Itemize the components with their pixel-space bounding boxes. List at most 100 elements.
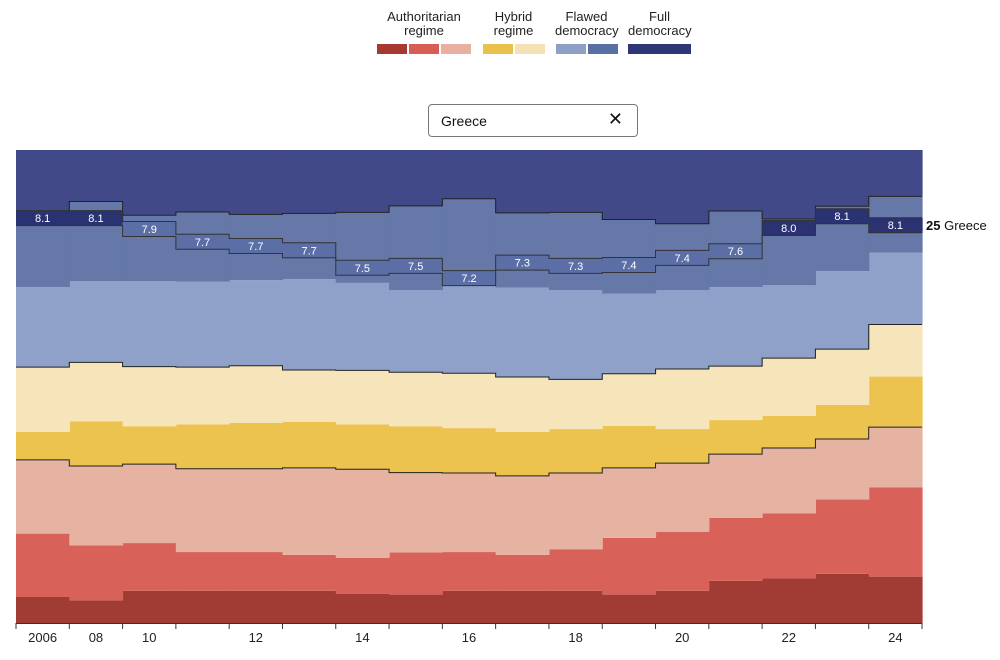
band-auth_dark-2015: [389, 594, 443, 623]
band-flawed_dark-2017: [495, 212, 550, 288]
band-auth_dark-2024: [868, 576, 923, 623]
band-hybrid_dark-2023: [815, 404, 870, 440]
band-flawed_light-2012: [229, 280, 284, 366]
x-tick-label: 16: [462, 630, 476, 645]
band-flawed_light-2017: [495, 287, 550, 378]
band-auth_mid-2006: [16, 533, 70, 597]
band-full-2021: [708, 150, 763, 212]
band-flawed_light-2011: [175, 281, 230, 368]
band-auth_light-2019: [602, 467, 657, 538]
score-label-2014: 7.5: [355, 263, 370, 275]
band-hybrid_dark-2020: [655, 429, 710, 464]
band-auth_light-2023: [815, 439, 870, 500]
legend-item-0: Authoritarian regime: [377, 10, 471, 54]
band-flawed_light-2018: [548, 290, 603, 380]
band-hybrid_light-2011: [175, 367, 230, 425]
score-label-2015: 7.5: [408, 261, 423, 273]
band-auth_light-2017: [495, 475, 550, 555]
band-flawed_dark-2015: [389, 205, 443, 291]
x-tick-label: 24: [888, 630, 902, 645]
score-label-2017: 7.3: [515, 258, 530, 270]
band-flawed_light-2021: [708, 287, 763, 367]
score-label-2023: 8.1: [834, 211, 849, 223]
band-auth_mid-2010: [122, 543, 177, 591]
legend: Authoritarian regime Hybrid regime Flawed …: [0, 0, 1000, 70]
highlight-country: 8.1 8.1 7.9 7.7 7.7 7.7 7.5 7.5 7.2 7.3 7.3 7.4 7.4 7…: [16, 208, 923, 287]
band-hybrid_light-2013: [282, 369, 337, 422]
band-auth_light-2022: [762, 447, 817, 514]
band-flawed_light-2010: [122, 281, 177, 367]
band-hybrid_dark-2016: [442, 428, 497, 474]
band-hybrid_light-2006: [16, 367, 70, 432]
band-flawed_light-2020: [655, 290, 710, 369]
band-auth_light-2012: [229, 468, 284, 553]
category-boundary-line: [16, 324, 922, 380]
score-label-2013: 7.7: [301, 245, 316, 257]
legend-swatch: [628, 44, 691, 54]
legend-swatch: [377, 44, 407, 54]
band-flawed_light-2006: [16, 287, 70, 368]
band-auth_mid-2017: [495, 554, 550, 591]
legend-item-1: Hybrid regime: [482, 10, 545, 54]
band-hybrid_dark-2010: [122, 426, 177, 465]
score-label-2008: 8.1: [88, 213, 103, 225]
band-flawed_dark-2019: [602, 219, 657, 294]
end-label: 25 Greece: [926, 218, 987, 233]
legend-label: Hybrid regime: [493, 9, 534, 38]
x-axis: 2006 08 10 12 14 16 18 20 22 24: [15, 623, 923, 645]
band-hybrid_light-2018: [548, 379, 603, 430]
score-label-2016: 7.2: [461, 273, 476, 285]
score-label-2020: 7.4: [675, 253, 690, 265]
band-full-2024: [868, 150, 923, 197]
x-tick-label: 2006: [28, 630, 57, 645]
band-hybrid_dark-2019: [602, 425, 657, 468]
band-full-2011: [175, 150, 230, 212]
category-boundary-line: [16, 195, 922, 225]
band-auth_dark-2008: [69, 600, 124, 623]
band-full-2014: [335, 150, 390, 213]
highlight-box-2018: [548, 258, 603, 274]
band-flawed_light-2016: [442, 283, 497, 374]
score-label-2022: 8.0: [781, 223, 796, 235]
search-input[interactable]: Greece: [441, 113, 487, 129]
legend-swatches: [377, 44, 471, 54]
band-auth_light-2008: [69, 465, 124, 546]
band-full-2022: [762, 150, 817, 220]
band-auth_dark-2022: [762, 578, 817, 623]
highlight-box-2016: [442, 270, 497, 286]
highlight-box-2013: [282, 242, 337, 258]
band-auth_mid-2024: [868, 487, 923, 577]
band-hybrid_dark-2012: [229, 422, 284, 469]
band-hybrid_light-2022: [762, 358, 817, 416]
end-country: Greece: [940, 218, 986, 233]
band-auth_light-2016: [442, 473, 497, 553]
legend-swatch: [482, 44, 513, 54]
x-tick-label: 10: [142, 630, 156, 645]
legend-item-2: Flawed democracy: [555, 10, 619, 54]
country-search-box[interactable]: Greece ✕: [428, 104, 638, 137]
band-flawed_light-2022: [762, 285, 817, 359]
highlight-box-2019: [602, 257, 657, 273]
band-flawed_light-2013: [282, 279, 337, 370]
band-auth_light-2010: [122, 464, 177, 544]
highlight-box-2020: [655, 250, 710, 266]
band-auth_mid-2023: [815, 499, 870, 574]
band-hybrid_dark-2014: [335, 424, 390, 470]
score-label-2006: 8.1: [35, 213, 50, 225]
score-label-2011: 7.7: [195, 237, 210, 249]
legend-swatch: [555, 44, 586, 54]
band-auth_dark-2016: [442, 590, 497, 623]
band-auth_mid-2015: [389, 552, 443, 595]
band-hybrid_light-2017: [495, 377, 550, 432]
close-icon[interactable]: ✕: [607, 109, 623, 129]
band-full-2013: [282, 150, 337, 214]
band-full-2023: [815, 150, 870, 207]
band-auth_dark-2017: [495, 590, 550, 623]
band-hybrid_dark-2022: [762, 415, 817, 448]
band-flawed_dark-2006: [16, 215, 70, 288]
x-tick-label: 12: [249, 630, 263, 645]
band-flawed_light-2014: [335, 282, 390, 371]
band-auth_dark-2014: [335, 593, 390, 623]
band-hybrid_dark-2008: [69, 421, 124, 466]
